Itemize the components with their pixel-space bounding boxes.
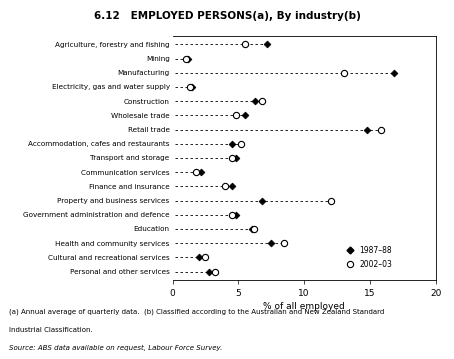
- Text: (a) Annual average of quarterly data.  (b) Classified according to the Australia: (a) Annual average of quarterly data. (b…: [9, 309, 385, 315]
- Text: 2002–03: 2002–03: [360, 260, 392, 269]
- X-axis label: % of all employed: % of all employed: [263, 302, 345, 311]
- Text: Source: ABS data available on request, Labour Force Survey.: Source: ABS data available on request, L…: [9, 345, 222, 351]
- Text: 1987–88: 1987–88: [360, 246, 392, 255]
- Text: Industrial Classification.: Industrial Classification.: [9, 327, 93, 333]
- Text: 6.12   EMPLOYED PERSONS(a), By industry(b): 6.12 EMPLOYED PERSONS(a), By industry(b): [94, 11, 360, 21]
